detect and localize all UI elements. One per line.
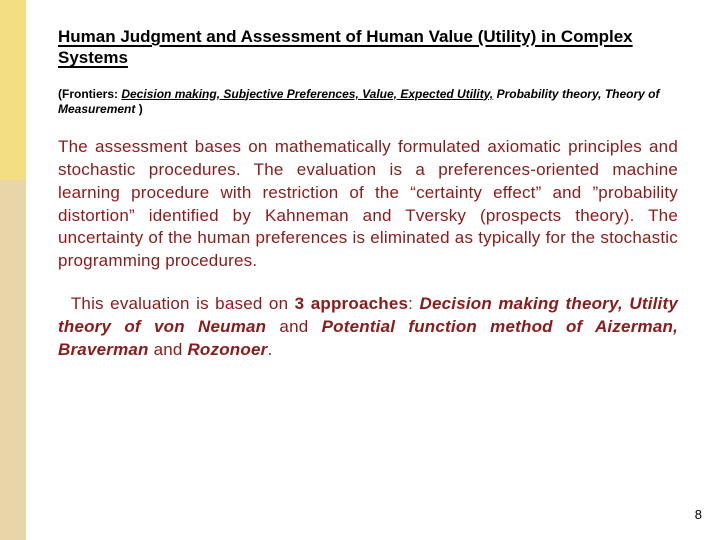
slide-content: Human Judgment and Assessment of Human V… xyxy=(58,26,678,362)
slide-title: Human Judgment and Assessment of Human V… xyxy=(58,26,678,69)
accent-top xyxy=(0,0,26,180)
frontiers-italic-underline: Decision making, Subjective Preferences,… xyxy=(121,87,493,101)
accent-bottom xyxy=(0,180,26,540)
p2-after-bold: : xyxy=(408,294,419,313)
paragraph-1: The assessment bases on mathematically f… xyxy=(58,136,678,274)
p2-mid2: and xyxy=(149,340,188,359)
p2-mid: and xyxy=(266,317,321,336)
p2-lead: This evaluation is based on xyxy=(71,294,295,313)
page-number: 8 xyxy=(695,507,702,522)
p2-tail: . xyxy=(267,340,272,359)
p2-theory-3: Rozonoer xyxy=(187,340,267,359)
frontiers-prefix: (Frontiers: xyxy=(58,87,121,101)
frontiers-line: (Frontiers: Decision making, Subjective … xyxy=(58,87,678,118)
paragraph-2: This evaluation is based on 3 approaches… xyxy=(58,293,678,362)
p2-indent xyxy=(58,294,71,313)
frontiers-suffix: ) xyxy=(135,102,142,116)
p2-bold-approaches: 3 approaches xyxy=(295,294,409,313)
left-accent-bar xyxy=(0,0,26,540)
